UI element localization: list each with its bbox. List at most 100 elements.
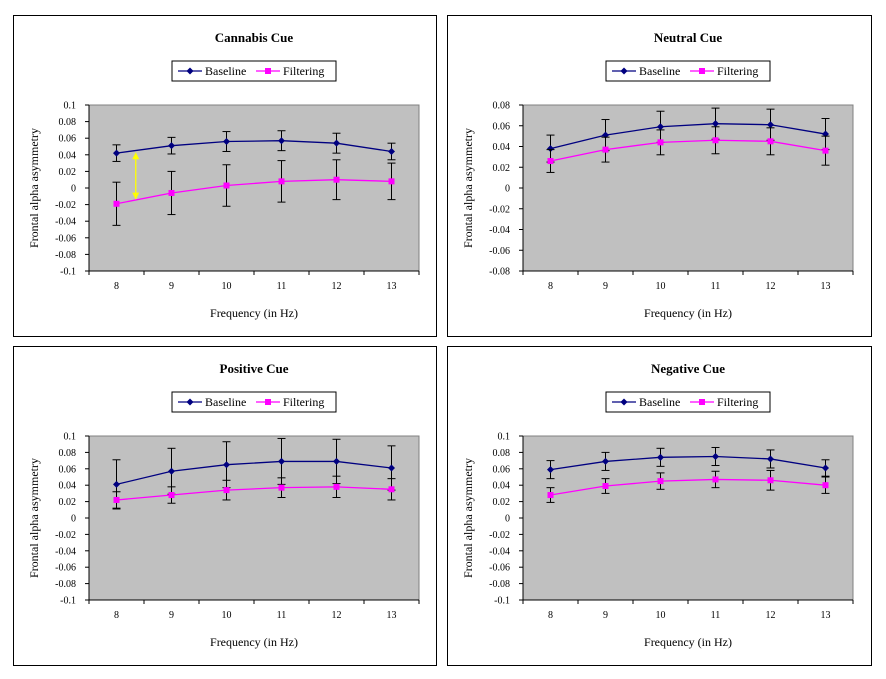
point-baseline <box>168 142 175 150</box>
x-tick-label: 11 <box>277 610 287 621</box>
x-tick-label: 10 <box>222 610 232 621</box>
point-filtering <box>278 484 285 491</box>
y-tick-label: -0.08 <box>55 579 76 590</box>
x-tick-label: 9 <box>603 610 608 621</box>
y-tick-label: -0.06 <box>489 563 510 574</box>
y-tick-label: 0.08 <box>59 117 77 128</box>
point-filtering <box>223 182 230 189</box>
plot-area <box>522 104 854 272</box>
point-baseline <box>767 121 774 129</box>
x-axis-title: Frequency (in Hz) <box>644 635 732 649</box>
x-tick-label: 13 <box>821 281 831 292</box>
point-baseline <box>657 123 664 131</box>
point-baseline <box>278 137 285 145</box>
y-tick-label: 0.02 <box>493 497 511 508</box>
point-filtering <box>278 178 285 185</box>
legend-marker-baseline <box>620 67 628 75</box>
y-tick-label: -0.08 <box>489 579 510 590</box>
legend-box <box>605 60 771 82</box>
point-filtering <box>333 176 340 183</box>
point-baseline <box>767 455 774 463</box>
x-tick-label: 12 <box>332 281 342 292</box>
point-baseline <box>223 461 230 469</box>
chart-neutral-cue: Neutral Cue Baseline Filtering 0.08 0.06 0.04… <box>447 15 872 337</box>
point-baseline <box>547 466 554 474</box>
legend-label-baseline: Baseline <box>639 395 680 409</box>
y-tick-label: 0.06 <box>59 134 77 145</box>
y-tick-label: -0.06 <box>489 246 510 257</box>
x-tick-label: 12 <box>766 281 776 292</box>
point-baseline <box>388 464 395 472</box>
y-tick-label: 0.02 <box>59 167 77 178</box>
x-tick-label: 10 <box>222 281 232 292</box>
y-tick-label: 0.06 <box>493 464 511 475</box>
y-tick-label: 0 <box>505 514 510 525</box>
point-filtering <box>168 189 175 196</box>
legend-marker-baseline <box>186 67 194 75</box>
plot-area <box>522 435 854 601</box>
legend-marker-filtering <box>699 68 705 74</box>
legend-label-filtering: Filtering <box>717 64 758 78</box>
series-line-filtering <box>116 179 392 205</box>
y-tick-label: 0.04 <box>493 481 511 492</box>
x-tick-label: 11 <box>711 281 721 292</box>
y-tick-label: -0.04 <box>55 546 76 557</box>
point-filtering <box>113 200 120 207</box>
y-tick-label: -0.08 <box>55 250 76 261</box>
annotation-arrow-head-down <box>132 192 140 200</box>
y-tick-label: 0.04 <box>493 142 511 153</box>
point-baseline <box>602 457 609 465</box>
y-tick-label: 0.1 <box>64 101 77 112</box>
point-filtering <box>822 482 829 489</box>
point-baseline <box>712 453 719 460</box>
chart-title: Negative Cue <box>651 361 725 376</box>
y-tick-label: -0.02 <box>489 204 510 215</box>
series-line-baseline <box>550 123 826 150</box>
x-tick-label: 9 <box>169 281 174 292</box>
x-tick-label: 8 <box>548 281 553 292</box>
legend-box <box>171 60 337 82</box>
y-tick-label: -0.06 <box>55 233 76 244</box>
x-tick-label: 12 <box>766 610 776 621</box>
series-line-baseline <box>116 460 392 486</box>
x-tick-label: 10 <box>656 610 666 621</box>
point-filtering <box>113 496 120 503</box>
legend-box <box>171 391 337 413</box>
point-filtering <box>333 483 340 490</box>
legend-marker-filtering <box>265 68 271 74</box>
point-filtering <box>767 138 774 145</box>
x-tick-label: 10 <box>656 281 666 292</box>
y-tick-label: -0.1 <box>494 596 510 607</box>
y-tick-label: 0 <box>505 184 510 195</box>
x-tick-label: 11 <box>277 281 287 292</box>
legend-label-filtering: Filtering <box>283 64 324 78</box>
series-line-filtering <box>550 139 826 162</box>
y-tick-label: 0.1 <box>498 432 511 443</box>
legend-label-baseline: Baseline <box>205 395 246 409</box>
point-filtering <box>712 137 719 144</box>
plot-area <box>88 104 420 272</box>
series-line-filtering <box>550 478 826 496</box>
legend-label-filtering: Filtering <box>717 395 758 409</box>
legend-marker-filtering <box>265 399 271 405</box>
point-filtering <box>822 147 829 154</box>
chart-title: Neutral Cue <box>654 30 722 45</box>
chart-negative-cue: Negative Cue Baseline Filtering 0.1 0.08 0.06… <box>447 346 872 666</box>
chart-title: Positive Cue <box>220 361 289 376</box>
point-baseline <box>113 480 120 488</box>
y-tick-label: 0.04 <box>59 481 77 492</box>
x-tick-label: 13 <box>387 610 397 621</box>
y-tick-label: 0.02 <box>493 163 511 174</box>
annotation-arrow-head-up <box>132 152 140 160</box>
y-tick-label: 0 <box>71 184 76 195</box>
series-line-filtering <box>116 486 392 501</box>
y-tick-label: -0.04 <box>489 546 510 557</box>
x-tick-label: 8 <box>114 610 119 621</box>
point-baseline <box>547 145 554 153</box>
x-axis-title: Frequency (in Hz) <box>210 306 298 320</box>
chart-svg: Cannabis Cue Baseline Filtering 0.1 0.08 0.06… <box>27 30 420 320</box>
y-tick-label: -0.1 <box>60 596 76 607</box>
point-baseline <box>333 457 340 465</box>
point-baseline <box>333 139 340 147</box>
chart-title: Cannabis Cue <box>215 30 294 45</box>
